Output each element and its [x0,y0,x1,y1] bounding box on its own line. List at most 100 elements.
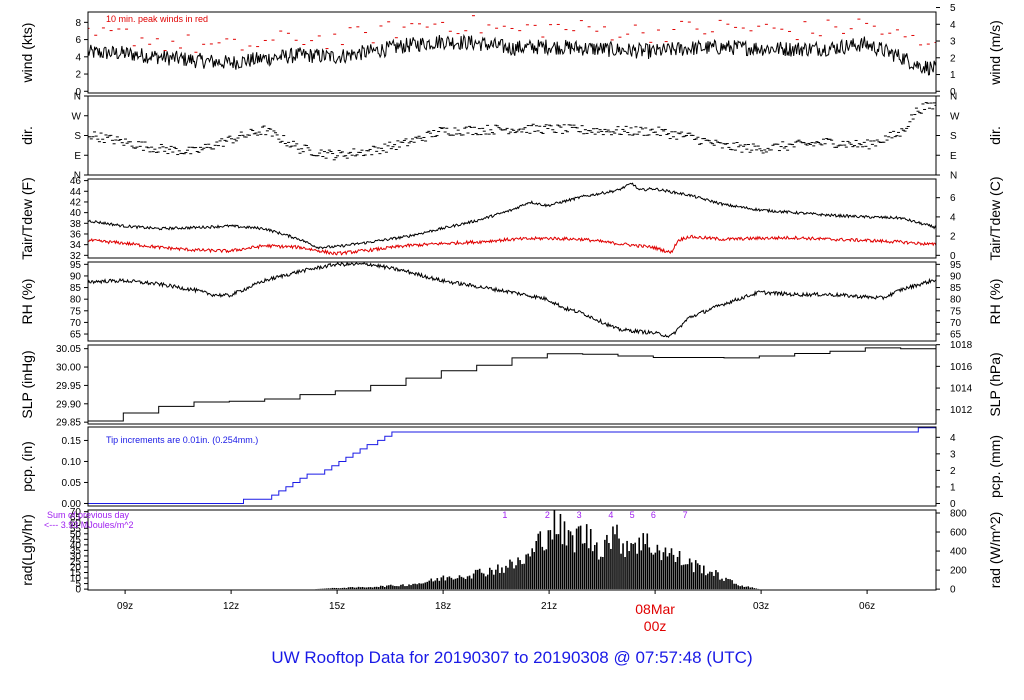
right-tick-label-rh: 75 [950,306,962,317]
left-tick-label-rad: 45 [70,535,82,546]
panel-slp: 29.85 29.90 29.95 30.00 30.05 1012 1014 1016 101… [19,340,1003,428]
plot-area-pcp [88,427,936,504]
ylabel-right-dir: dir. [987,126,1003,145]
right-tick-label-pcp: 2 [950,466,956,477]
left-tick-label-pcp: 0.05 [62,478,82,489]
left-tick-label-wind: 2 [75,70,81,81]
ylabel-left-rh: RH (%) [19,279,35,325]
x-tick-label: 06z [859,601,875,612]
right-tick-label-slp: 1014 [950,384,973,395]
left-tick-label-rad: 40 [70,540,82,551]
ylabel-left-slp: SLP (inHg) [19,350,35,418]
event-marker-6: 6 [651,510,656,520]
left-tick-label-temp: 32 [70,251,82,262]
left-tick-label-dir: N [74,92,81,103]
left-tick-label-rh: 80 [70,295,82,306]
right-tick-label-rad: 800 [950,508,967,519]
right-tick-label-slp: 1018 [950,340,973,351]
right-tick-label-dir: N [950,92,957,103]
right-tick-label-rh: 70 [950,318,962,329]
chart-title: UW Rooftop Data for 20190307 to 20190308… [271,648,753,667]
left-tick-label-temp: 34 [70,240,82,251]
left-tick-label-temp: 40 [70,208,82,219]
right-tick-label-temp: 4 [950,212,956,223]
panel-pcp: 0.00 0.05 0.10 0.15 0 1 2 3 4 pcp. (in) pcp. (mm) T… [19,426,1003,510]
right-tick-label-rad: 0 [950,585,956,596]
event-marker-4: 4 [608,510,613,520]
left-tick-label-rad: 10 [70,574,82,585]
left-tick-label-rad: 5 [75,579,81,590]
right-tick-label-temp: 0 [950,251,956,262]
right-tick-label-dir: S [950,131,957,142]
left-tick-label-rad: 15 [70,568,82,579]
left-tick-label-rad: 65 [70,513,82,524]
left-tick-label-slp: 30.05 [56,344,81,355]
panel-frame-slp [87,344,937,425]
left-tick-label-rad: 20 [70,562,82,573]
right-tick-label-pcp: 3 [950,449,956,460]
left-tick-label-rad: 60 [70,518,82,529]
right-tick-label-pcp: 4 [950,433,956,444]
panel-frame-rh [87,261,937,342]
left-tick-label-temp: 46 [70,176,82,187]
series-temp-tdew [88,234,936,256]
panel-frame-pcp [87,426,937,507]
x-tick-label: 15z [329,601,345,612]
panel-frame-wind [87,11,937,94]
ylabel-right-pcp: pcp. (mm) [987,435,1003,498]
left-tick-label-temp: 36 [70,229,82,240]
ylabel-right-wind: wind (m/s) [987,20,1003,86]
ylabel-left-wind: wind (kts) [19,23,35,84]
x-tick-label-date: 08Mar [635,601,675,617]
event-marker-3: 3 [577,510,582,520]
left-tick-label-rad: 70 [70,507,82,518]
left-tick-label-dir: E [74,151,81,162]
right-tick-label-pcp: 0 [950,499,956,510]
left-tick-label-slp: 30.00 [56,363,81,374]
left-tick-label-slp: 29.90 [56,399,81,410]
left-tick-label-rad: 50 [70,529,82,540]
panel-rad: 0510152025303540455055606570020040060080… [19,507,1003,596]
left-tick-label-pcp: 0.10 [62,457,82,468]
left-tick-label-rh: 75 [70,306,82,317]
rad-sum-annotation: Sum of previous day [47,510,130,520]
right-tick-label-wind: 0 [950,87,956,98]
right-tick-label-pcp: 1 [950,482,956,493]
series-pcp-precip-accumulation [88,427,936,504]
left-tick-label-rad: 0 [75,585,81,596]
panel-frame-dir [87,95,937,176]
right-tick-label-dir: W [950,111,960,122]
ylabel-left-rad: rad(Lgly/hr) [19,514,35,586]
right-tick-label-wind: 3 [950,37,956,48]
right-tick-label-temp: 2 [950,232,956,243]
series-wind-wind-speed [88,33,936,76]
left-tick-label-wind: 0 [75,87,81,98]
right-tick-label-slp: 1012 [950,405,973,416]
x-tick-label: 21z [541,601,557,612]
right-tick-label-rh: 90 [950,271,962,282]
left-tick-label-rad: 55 [70,524,82,535]
panel-frame-temp [87,178,937,259]
event-marker-7: 7 [683,510,688,520]
ylabel-right-rad: rad (W/m^2) [987,512,1003,589]
plot-area-wind [88,15,936,76]
left-tick-label-rh: 95 [70,260,82,271]
right-tick-label-dir: N [950,171,957,182]
left-tick-label-rad: 35 [70,546,82,557]
left-tick-label-slp: 29.95 [56,381,81,392]
right-tick-label-dir: E [950,151,957,162]
plot-area-temp [88,182,936,256]
right-tick-label-rad: 200 [950,566,967,577]
plot-area-rad [315,510,760,590]
left-tick-label-dir: N [74,171,81,182]
event-marker-2: 2 [545,510,550,520]
left-tick-label-pcp: 0.00 [62,499,82,510]
right-tick-label-rh: 80 [950,295,962,306]
right-tick-label-slp: 1016 [950,362,973,373]
right-tick-label-rad: 600 [950,528,967,539]
panel-wind: 0 2 4 6 8 0 1 2 3 4 5 wind (kts) wind (m/s) 10 min. p… [19,3,1003,98]
x-tick-label: 18z [435,601,451,612]
x-tick-label: 12z [223,601,239,612]
